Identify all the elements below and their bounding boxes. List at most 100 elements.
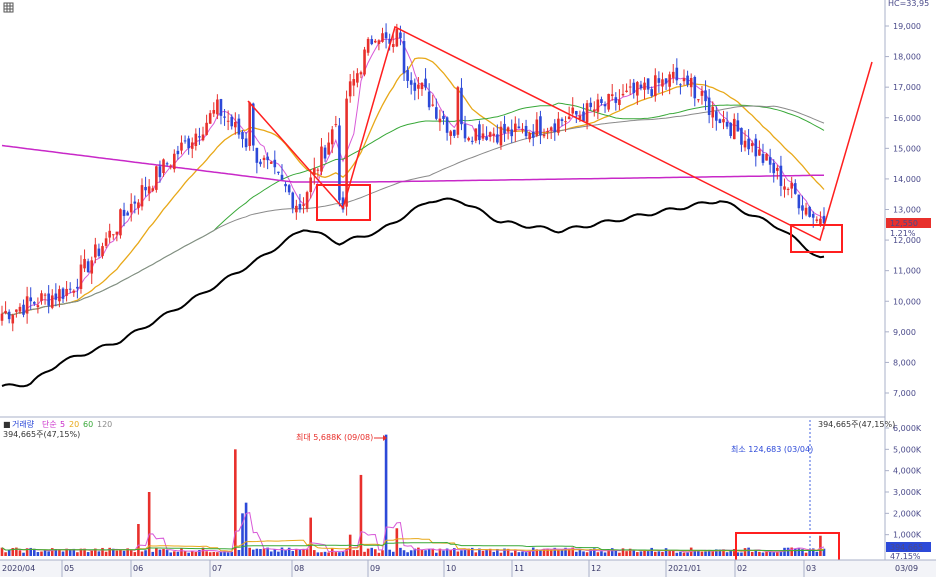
- volume-bar: [553, 547, 557, 556]
- volume-bar: [104, 551, 108, 556]
- volume-bar: [460, 550, 463, 556]
- candle-body: [503, 123, 506, 134]
- candle-body: [707, 97, 711, 115]
- volume-bar: [650, 547, 654, 556]
- price-tick-label: 17,000: [893, 83, 921, 92]
- candle-body: [524, 125, 528, 137]
- volume-bar: [564, 547, 567, 556]
- volume-bar: [94, 548, 97, 556]
- volume-bar: [338, 552, 341, 556]
- candle-body: [571, 107, 575, 114]
- candle-body: [345, 98, 348, 207]
- volume-bar: [524, 552, 528, 556]
- candle-body: [377, 40, 381, 44]
- price-tick-label: 11,000: [893, 267, 921, 276]
- volume-bar: [327, 552, 330, 556]
- volume-bar: [201, 547, 205, 556]
- volume-bar: [223, 551, 226, 556]
- candle-body: [208, 113, 212, 124]
- volume-ma60-line: [1, 541, 824, 552]
- volume-bar: [316, 552, 320, 556]
- candle-body: [603, 104, 607, 107]
- ma120-line: [1, 105, 825, 316]
- candle-body: [801, 205, 804, 211]
- volume-bar: [431, 548, 435, 556]
- candle-body: [155, 166, 158, 190]
- volume-bar: [183, 551, 187, 556]
- candle-body: [768, 157, 772, 165]
- price-tick-label: 10,000: [893, 297, 921, 306]
- candle-body: [54, 293, 58, 300]
- candle-body: [661, 79, 664, 87]
- volume-legend: ■ 거래량 단순 5 20 60 120 394,665주(47,15%): [3, 419, 112, 439]
- volume-bar: [636, 552, 639, 556]
- candlestick-series: [0, 23, 826, 332]
- volume-bar: [65, 548, 68, 556]
- volume-bar: [366, 548, 370, 556]
- volume-bar: [488, 548, 492, 556]
- candle-body: [15, 309, 18, 312]
- volume-bar: [359, 474, 363, 556]
- date-tick-label: 06: [133, 564, 143, 573]
- candle-body: [575, 111, 578, 115]
- volume-bar: [205, 551, 208, 556]
- candle-body: [334, 124, 338, 126]
- volume-bar: [345, 548, 348, 556]
- volume-bar: [237, 549, 241, 556]
- candle-body: [327, 142, 330, 155]
- volume-bar: [29, 547, 33, 556]
- candle-body: [424, 78, 427, 88]
- volume-bar: [406, 552, 409, 556]
- candle-body: [750, 143, 754, 147]
- volume-bar: [384, 434, 388, 556]
- grid-menu-icon[interactable]: [3, 2, 14, 13]
- candle-body: [330, 129, 334, 145]
- candle-body: [653, 75, 657, 97]
- candle-body: [309, 177, 312, 193]
- volume-bar: [140, 551, 144, 556]
- max-volume-label: 최대 5,688K (09/08): [296, 432, 373, 442]
- candle-body: [180, 142, 183, 151]
- candle-body: [126, 212, 129, 216]
- candle-body: [557, 118, 560, 133]
- candle-body: [488, 132, 492, 137]
- volume-bar: [334, 552, 338, 556]
- candle-body: [29, 297, 33, 302]
- candle-body: [58, 289, 61, 302]
- candle-body: [190, 142, 194, 149]
- candle-body: [363, 49, 366, 75]
- volume-bar: [783, 547, 786, 556]
- candle-body: [104, 238, 108, 246]
- candle-body: [542, 134, 546, 137]
- price-tag: 12,550 1.21%: [886, 218, 931, 238]
- date-tick-label: 09: [370, 564, 380, 573]
- volume-bar: [169, 552, 173, 556]
- volume-bar: [740, 552, 743, 556]
- candle-body: [90, 260, 94, 274]
- volume-right-value: 394,665주(47,15%): [818, 420, 895, 429]
- volume-bar: [575, 551, 578, 556]
- volume-bar: [750, 551, 754, 556]
- candle-body: [521, 129, 524, 131]
- volume-tick-label: 2,000K: [893, 509, 922, 518]
- volume-bar: [628, 548, 632, 556]
- candle-body: [632, 82, 636, 94]
- volume-bar: [269, 551, 273, 556]
- candle-body: [481, 133, 485, 139]
- candle-body: [198, 136, 201, 138]
- volume-bar: [765, 551, 768, 556]
- candle-body: [790, 182, 793, 189]
- candle-body: [205, 122, 208, 135]
- candle-body: [320, 146, 323, 172]
- legend-square: ■: [3, 420, 11, 429]
- price-tick-label: 9,000: [893, 328, 916, 337]
- volume-bar: [18, 550, 22, 556]
- candle-body: [732, 118, 736, 140]
- candle-body: [467, 137, 470, 141]
- candle-body: [244, 138, 248, 148]
- price-panel: [0, 23, 873, 388]
- volume-bar: [682, 552, 686, 556]
- volume-bar: [226, 552, 230, 556]
- candle-body: [140, 185, 144, 207]
